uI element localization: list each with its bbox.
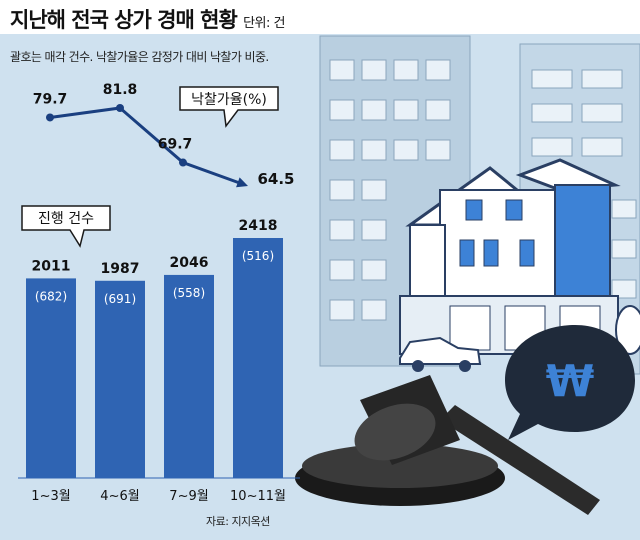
x-tick-label: 10~11월 — [230, 489, 286, 504]
line-point — [116, 104, 124, 112]
bar-value-label: 2418 — [239, 218, 278, 234]
chart-title-block: 지난해 전국 상가 경매 현황 단위: 건 — [10, 4, 285, 34]
x-tick-label: 1~3월 — [31, 489, 70, 504]
real-estate-illustration: ₩ — [295, 35, 640, 515]
chart-title: 지난해 전국 상가 경매 현황 — [10, 8, 238, 32]
x-tick-label: 4~6월 — [100, 489, 139, 504]
house-left-wing — [409, 224, 446, 301]
line-legend-callout: 낙찰가율(%) — [179, 86, 279, 128]
bar-series: 2011 (682) 1987 (691) 2046 (558) 2418 (516) — [26, 218, 283, 478]
bar-legend-callout: 진행 건수 — [21, 205, 111, 248]
chart-subtitle: 괄호는 매각 건수. 낙찰가율은 감정가 대비 낙찰가 비중. — [10, 50, 269, 64]
chart-unit: 단위: 건 — [243, 16, 285, 31]
bar-inner-label: (516) — [242, 249, 274, 263]
bar-value-label: 2046 — [170, 255, 209, 271]
line-value-label: 69.7 — [158, 137, 193, 153]
building-left-windows — [329, 59, 451, 321]
speech-bubble — [505, 325, 635, 440]
bar-legend-label: 진행 건수 — [38, 211, 94, 227]
line-value-label: 79.7 — [33, 91, 68, 107]
line-series-group: 79.7 81.8 69.7 64.5 — [33, 82, 295, 188]
gavel-head — [354, 375, 460, 465]
bar-2 — [95, 280, 145, 478]
bar-value-label: 1987 — [101, 261, 140, 277]
bar-inner-label: (691) — [104, 292, 136, 306]
line-series — [49, 106, 240, 185]
line-arrow-head — [236, 177, 248, 188]
line-value-label: 81.8 — [103, 82, 138, 98]
line-legend-label: 낙찰가율(%) — [191, 92, 267, 108]
building-right-windows — [531, 69, 637, 299]
x-tick-label: 7~9월 — [169, 489, 208, 504]
tree — [615, 305, 640, 355]
bar-inner-label: (682) — [35, 289, 67, 303]
gavel-block-top — [302, 444, 498, 488]
bar-3 — [164, 274, 214, 478]
car-wheel-front — [412, 360, 424, 372]
bar-4 — [233, 238, 283, 478]
line-point — [179, 158, 187, 167]
currency-icon: ₩ — [546, 356, 595, 407]
line-value-label: 64.5 — [257, 170, 294, 188]
chart-source: 자료: 지지옥션 — [206, 515, 270, 528]
bar-inner-label: (558) — [173, 286, 205, 300]
line-point — [46, 113, 54, 122]
bar-1 — [26, 278, 76, 478]
gavel-handle — [440, 405, 600, 515]
house-windows — [459, 199, 535, 267]
x-axis-labels: 1~3월 4~6월 7~9월 10~11월 — [31, 489, 286, 504]
house-roof-side — [515, 158, 621, 192]
house-wing — [554, 184, 611, 301]
car-wheel-rear — [459, 360, 471, 372]
bar-value-label: 2011 — [32, 258, 71, 274]
